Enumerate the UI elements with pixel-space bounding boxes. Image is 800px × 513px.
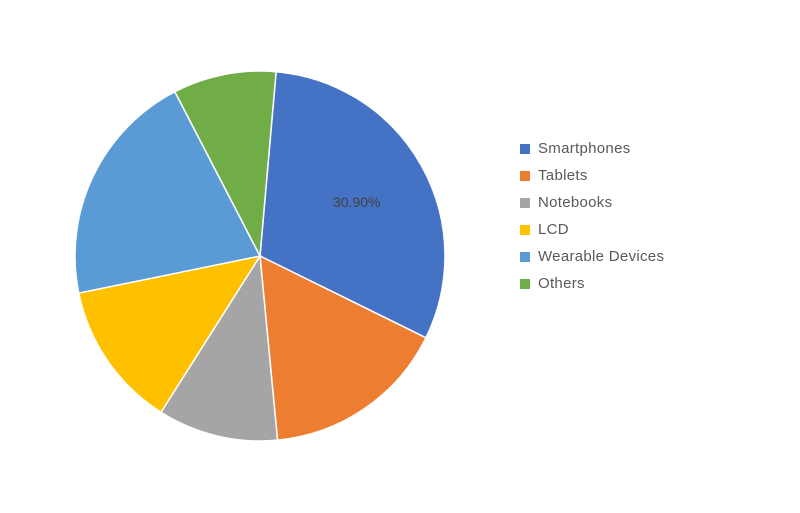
legend-label: LCD — [538, 221, 569, 238]
legend-swatch — [520, 279, 530, 289]
legend-item: Notebooks — [520, 194, 664, 211]
legend-label: Wearable Devices — [538, 248, 664, 265]
legend-label: Notebooks — [538, 194, 612, 211]
pie-chart: 30.90% — [60, 56, 460, 456]
legend-swatch — [520, 144, 530, 154]
legend-label: Smartphones — [538, 140, 631, 157]
legend-swatch — [520, 225, 530, 235]
slice-value-label: 30.90% — [333, 194, 380, 210]
legend-item: Others — [520, 275, 664, 292]
legend-item: Tablets — [520, 167, 664, 184]
legend-swatch — [520, 252, 530, 262]
pie-svg — [60, 56, 460, 456]
chart-container: { "pie_chart": { "type": "pie", "cx": 20… — [0, 0, 800, 513]
legend-item: Smartphones — [520, 140, 664, 157]
legend: Smartphones Tablets Notebooks LCD Wearable D… — [520, 130, 664, 302]
legend-label: Tablets — [538, 167, 588, 184]
legend-swatch — [520, 171, 530, 181]
legend-label: Others — [538, 275, 585, 292]
legend-item: Wearable Devices — [520, 248, 664, 265]
legend-swatch — [520, 198, 530, 208]
legend-item: LCD — [520, 221, 664, 238]
